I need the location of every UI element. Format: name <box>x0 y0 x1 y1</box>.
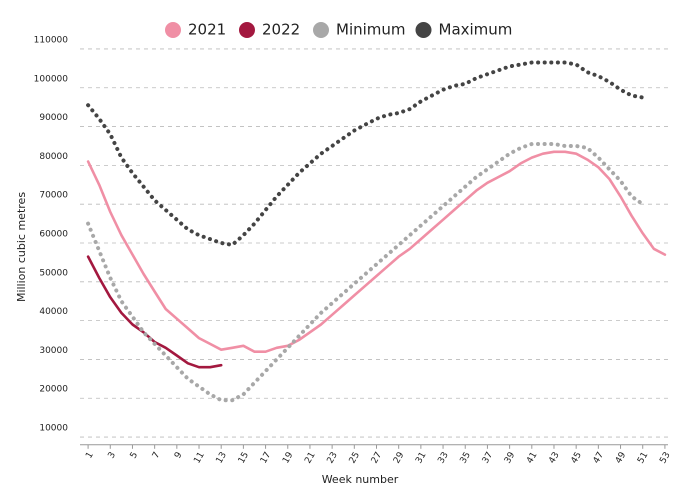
y-tick-label: 50000 <box>39 268 68 278</box>
x-tick-label: 19 <box>281 450 296 465</box>
x-tick-label: 51 <box>636 451 650 466</box>
y-axis-label: Million cubic metres <box>15 192 28 302</box>
x-axis-label: Week number <box>322 473 399 486</box>
x-tick-label: 29 <box>392 450 407 465</box>
x-tick-label: 37 <box>481 451 495 466</box>
x-tick-label: 1 <box>84 451 96 461</box>
legend-label: Minimum <box>336 21 406 39</box>
x-tick-label: 43 <box>547 451 561 466</box>
series-line <box>86 150 667 353</box>
x-tick-label: 15 <box>237 451 251 466</box>
x-tick-label: 13 <box>215 451 229 466</box>
x-tick-label: 11 <box>192 451 206 466</box>
y-tick-label: 80000 <box>39 152 68 162</box>
x-tick-label: 25 <box>348 451 362 466</box>
y-tick-label: 100000 <box>34 74 69 84</box>
legend-marker <box>313 22 329 38</box>
x-tick-label: 5 <box>129 451 141 461</box>
x-tick-label: 47 <box>592 451 606 466</box>
y-tick-label: 70000 <box>39 191 68 201</box>
y-tick-label: 60000 <box>39 230 68 240</box>
legend-label: Maximum <box>439 21 513 39</box>
x-tick-label: 3 <box>107 451 119 461</box>
x-tick-label: 23 <box>326 451 340 466</box>
x-tick-label: 53 <box>658 451 672 466</box>
legend-marker <box>165 22 181 38</box>
y-tick-label: 40000 <box>39 307 68 317</box>
x-tick-label: 49 <box>614 450 629 465</box>
x-tick-label: 45 <box>570 451 584 466</box>
x-tick-label: 41 <box>525 451 539 466</box>
series-line <box>86 60 645 247</box>
x-tick-label: 9 <box>173 450 185 460</box>
y-tick-label: 90000 <box>39 113 68 123</box>
legend-label: 2021 <box>188 21 226 39</box>
x-tick-label: 21 <box>303 451 317 466</box>
y-tick-label: 110000 <box>34 35 69 45</box>
x-tick-label: 17 <box>259 451 273 466</box>
x-tick-label: 39 <box>503 450 518 465</box>
legend-label: 2022 <box>262 21 300 39</box>
x-tick-label: 33 <box>436 451 450 466</box>
x-tick-label: 35 <box>459 451 473 466</box>
y-tick-label: 10000 <box>39 424 68 434</box>
x-tick-label: 7 <box>151 451 163 461</box>
y-tick-label: 30000 <box>39 346 68 356</box>
x-tick-label: 31 <box>414 451 428 466</box>
series-line <box>86 142 645 403</box>
legend-marker <box>239 22 255 38</box>
legend-marker <box>415 22 432 38</box>
x-tick-label: 27 <box>370 451 384 466</box>
y-tick-label: 20000 <box>39 385 68 395</box>
